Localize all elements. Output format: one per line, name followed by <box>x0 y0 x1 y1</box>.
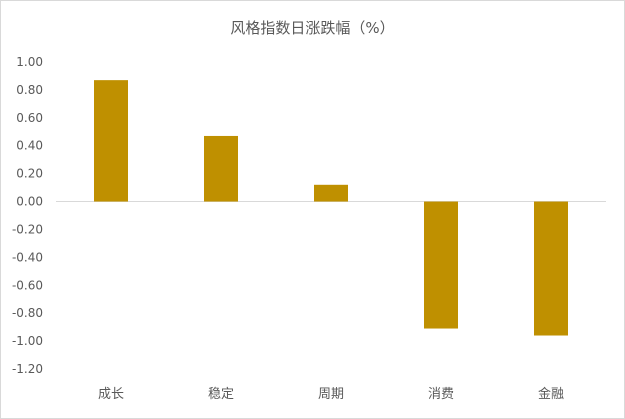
bar-2 <box>314 184 348 202</box>
y-tick-label: -0.80 <box>12 306 43 320</box>
bar-3 <box>424 201 458 329</box>
y-tick-label: -0.60 <box>12 278 43 292</box>
y-tick-label: 0.80 <box>16 83 43 97</box>
x-category-label: 成长 <box>98 387 124 402</box>
bar-4 <box>534 201 568 336</box>
y-tick-label: 1.00 <box>16 55 43 69</box>
y-tick-label: 0.40 <box>16 139 43 153</box>
x-category-label: 金融 <box>538 386 564 402</box>
bar-1 <box>204 135 238 202</box>
x-category-label: 消费 <box>428 387 454 402</box>
y-tick-label: -0.20 <box>12 222 43 236</box>
chart-title: 风格指数日涨跌幅（%） <box>230 19 395 37</box>
y-tick-label: 0.20 <box>16 167 43 181</box>
x-category-label: 周期 <box>318 387 344 402</box>
y-tick-label: 0.60 <box>16 111 43 125</box>
y-tick-label: -1.20 <box>12 362 43 376</box>
y-tick-label: 0.00 <box>16 195 43 209</box>
y-tick-label: -1.00 <box>12 334 43 348</box>
bar-0 <box>94 80 128 202</box>
y-tick-label: -0.40 <box>12 250 43 264</box>
x-category-label: 稳定 <box>208 386 234 402</box>
